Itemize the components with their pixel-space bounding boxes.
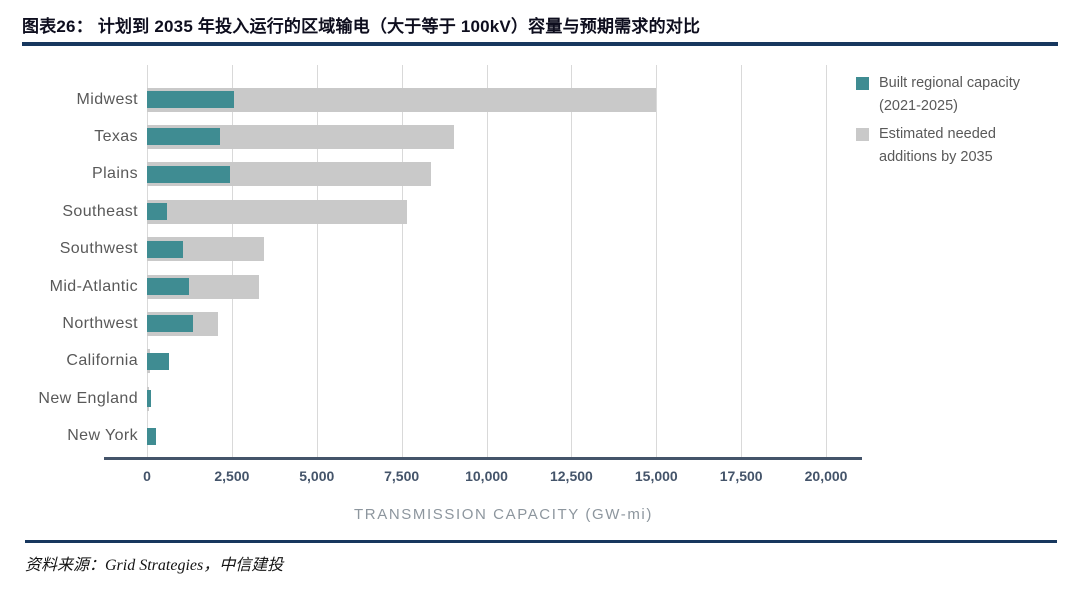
bar-built-plains: [147, 165, 231, 183]
x-tick-label: 10,000: [465, 468, 508, 484]
x-tick-label: 7,500: [384, 468, 420, 484]
x-tick-label: 2,500: [214, 468, 250, 484]
gridline: [741, 65, 743, 457]
bar-built-new-england: [147, 390, 152, 408]
gridline: [826, 65, 828, 457]
gridline: [401, 65, 403, 457]
x-tick-label: 5,000: [299, 468, 335, 484]
category-label: Northwest: [62, 314, 138, 332]
bar-built-california: [147, 352, 170, 370]
bar-built-texas: [147, 128, 220, 146]
category-label: Plains: [92, 165, 138, 183]
built-series-swatch-icon: [856, 77, 869, 90]
category-label: Texas: [94, 127, 138, 145]
x-axis-line: [104, 457, 862, 460]
category-label: New England: [38, 389, 138, 407]
figure-title: 图表26： 计划到 2035 年投入运行的区域输电（大于等于 100kV）容量与…: [22, 17, 701, 36]
x-tick-label: 0: [143, 468, 151, 484]
source-note: 资料来源：Grid Strategies，中信建投: [25, 557, 284, 574]
category-label: Midwest: [76, 90, 138, 108]
bar-built-new-york: [147, 427, 157, 445]
category-label: California: [66, 352, 138, 370]
x-tick-label: 17,500: [719, 468, 763, 484]
category-label: Southeast: [62, 202, 138, 220]
title-divider-line: [22, 42, 1058, 46]
bar-built-mid-atlantic: [147, 278, 190, 295]
category-label: New York: [67, 427, 138, 445]
x-tick-label: 20,000: [804, 468, 848, 484]
gridline: [656, 65, 658, 457]
gridline: [486, 65, 488, 457]
legend: Built regional capacity (2021-2025) Esti…: [856, 72, 1026, 174]
x-tick-labels: 0 2,500 5,000 7,500 10,000 12,500 15,000 17,500…: [143, 468, 860, 486]
gridline: [571, 65, 573, 457]
legend-label-built: Built regional capacity (2021-2025): [879, 75, 1021, 114]
x-axis-title: TRANSMISSION CAPACITY (GW-mi): [354, 506, 653, 523]
x-tick-label: 15,000: [634, 468, 678, 484]
category-label: Mid-Atlantic: [49, 277, 138, 295]
needed-series-swatch-icon: [856, 128, 869, 141]
bar-built-southeast: [147, 203, 168, 221]
bar-needed-southeast: [147, 199, 407, 224]
bar-built-northwest: [147, 315, 193, 333]
plot-area: [147, 65, 860, 457]
category-axis: Midwest Texas Plains Southeast Southwest Mid-…: [10, 65, 138, 457]
bar-built-southwest: [147, 240, 183, 258]
bar-built-midwest: [147, 91, 234, 108]
category-label: Southwest: [59, 240, 138, 258]
legend-item-built: Built regional capacity (2021-2025): [856, 72, 1026, 118]
legend-label-needed: Estimated needed additions by 2035: [879, 126, 996, 165]
footer-divider-line: [25, 540, 1057, 543]
x-tick-label: 12,500: [549, 468, 593, 484]
legend-item-needed: Estimated needed additions by 2035: [856, 123, 1026, 169]
gridline: [316, 65, 318, 457]
